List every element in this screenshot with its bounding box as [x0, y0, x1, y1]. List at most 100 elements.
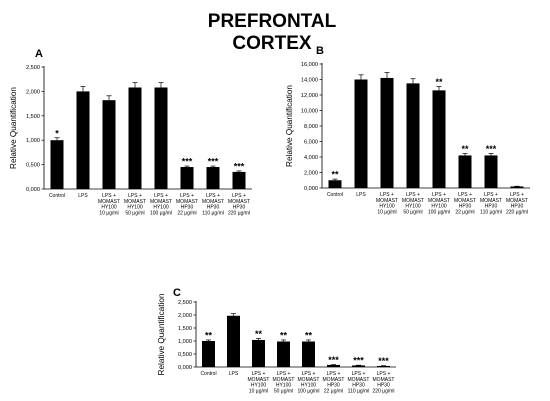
x-category-label: 220 µg/ml	[228, 210, 250, 216]
figure-title-line-1: PREFRONTAL	[208, 11, 337, 32]
x-category-label: MOMAST	[298, 377, 320, 383]
x-category-label: HY100	[127, 205, 143, 211]
x-category-label: HY100	[251, 383, 267, 389]
x-category-label: MOMAST	[348, 377, 370, 383]
x-category-label: HP30	[233, 205, 246, 211]
x-category-label: MOMAST	[454, 198, 476, 204]
bar	[458, 155, 472, 188]
x-category-label: HY100	[276, 383, 292, 389]
significance-marker: ***	[486, 144, 497, 154]
y-tick-label: 12,000	[301, 93, 318, 99]
bar	[50, 140, 64, 189]
x-category-label: HP30	[459, 204, 472, 210]
x-category-label: MOMAST	[373, 377, 395, 383]
y-axis-label: Relative Quantification	[285, 85, 294, 167]
bar	[277, 341, 290, 367]
figure-title-line-2: CORTEX	[232, 33, 312, 54]
x-category-label: 50 µg/ml	[125, 210, 144, 216]
bar	[354, 79, 368, 188]
x-category-label: HP30	[485, 204, 498, 210]
x-category-label: MOMAST	[323, 377, 345, 383]
x-category-label: MOMAST	[402, 198, 424, 204]
bar	[180, 167, 194, 189]
y-tick-label: 0,500	[26, 163, 40, 169]
x-category-label: 22 µg/ml	[177, 210, 196, 216]
x-category-label: Control	[49, 193, 65, 199]
x-category-label: Control	[327, 192, 343, 198]
panel-label: C	[173, 287, 181, 299]
x-category-label: LPS +	[432, 192, 446, 198]
bar	[232, 171, 246, 189]
bar	[352, 365, 365, 367]
y-tick-label: 4,000	[304, 155, 318, 161]
x-category-label: 110 µg/ml	[348, 388, 370, 394]
x-category-label: LPS +	[377, 371, 391, 377]
bar	[76, 91, 90, 189]
y-tick-label: 1,000	[178, 339, 192, 345]
x-category-label: MOMAST	[428, 198, 450, 204]
bar	[128, 87, 142, 189]
y-tick-label: 2,000	[26, 89, 40, 95]
x-category-label: MOMAST	[98, 199, 120, 205]
x-category-label: MOMAST	[273, 377, 295, 383]
bar	[202, 341, 215, 367]
y-tick-label: 2,000	[178, 313, 192, 319]
x-category-label: MOMAST	[124, 199, 146, 205]
x-category-label: 100 µg/ml	[428, 209, 450, 215]
bar	[377, 365, 390, 367]
x-category-label: MOMAST	[506, 198, 528, 204]
x-category-label: 110 µg/ml	[480, 209, 502, 215]
x-category-label: LPS +	[252, 371, 266, 377]
bar	[406, 83, 420, 188]
y-tick-label: 2,500	[178, 300, 192, 306]
x-category-label: 50 µg/ml	[403, 209, 422, 215]
x-category-label: 110 µg/ml	[202, 210, 224, 216]
x-category-label: HY100	[301, 383, 317, 389]
y-axis-label: Relative Quantification	[9, 87, 18, 169]
y-tick-label: 10,000	[301, 109, 318, 115]
panel-label: B	[316, 45, 324, 57]
x-category-label: LPS +	[484, 192, 498, 198]
x-category-label: 10 µg/ml	[249, 388, 268, 394]
x-category-label: LPS +	[128, 193, 142, 199]
x-category-label: HP30	[352, 383, 365, 389]
x-category-label: 100 µg/ml	[150, 210, 172, 216]
bar	[206, 167, 220, 189]
bar	[327, 364, 340, 367]
x-category-label: HP30	[207, 205, 220, 211]
x-category-label: LPS +	[154, 193, 168, 199]
x-category-label: MOMAST	[202, 199, 224, 205]
x-category-label: LPS +	[206, 193, 220, 199]
bar	[227, 315, 240, 367]
bar	[380, 77, 394, 188]
y-tick-label: 0,000	[178, 365, 192, 371]
significance-marker: ***	[208, 157, 219, 167]
x-category-label: HP30	[377, 383, 390, 389]
x-category-label: HY100	[405, 204, 421, 210]
x-category-label: LPS	[78, 193, 88, 199]
significance-marker: **	[205, 330, 213, 340]
x-category-label: HY100	[431, 204, 447, 210]
bar	[432, 90, 446, 188]
significance-marker: **	[461, 144, 469, 154]
bar	[154, 87, 168, 189]
y-tick-label: 14,000	[301, 78, 318, 84]
y-tick-label: 0,500	[178, 352, 192, 358]
y-tick-label: 0,000	[304, 186, 318, 192]
y-tick-label: 1,500	[178, 326, 192, 332]
significance-marker: **	[280, 330, 288, 340]
significance-marker: **	[305, 330, 313, 340]
x-category-label: LPS +	[380, 192, 394, 198]
x-category-label: MOMAST	[376, 198, 398, 204]
x-category-label: 100 µg/ml	[297, 388, 319, 394]
significance-marker: ***	[234, 161, 245, 171]
bar	[302, 341, 315, 367]
x-category-label: HY100	[153, 205, 169, 211]
x-category-label: LPS +	[327, 371, 341, 377]
x-category-label: HP30	[327, 383, 340, 389]
x-category-label: LPS +	[458, 192, 472, 198]
panel-b: B Relative Quantification 0,000 2,000 4,000 6…	[285, 45, 530, 215]
x-category-label: LPS +	[302, 371, 316, 377]
y-tick-label: 8,000	[304, 124, 318, 130]
